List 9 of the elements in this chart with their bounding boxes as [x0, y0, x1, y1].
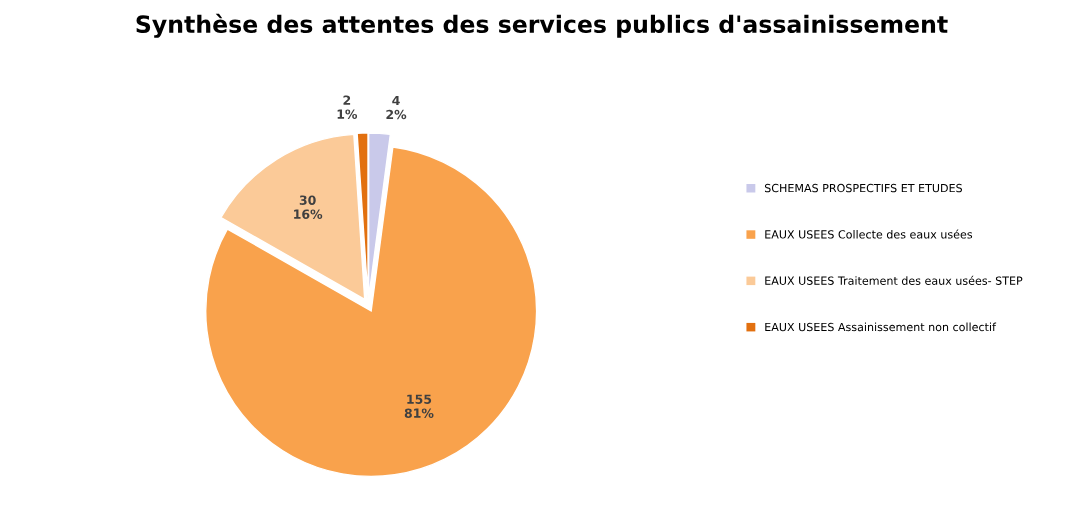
legend-label: EAUX USEES Traitement des eaux usées- STEP — [765, 275, 1023, 285]
legend-label: EAUX USEES Assainissement non collectif — [765, 322, 997, 332]
data-label: 4 2% — [386, 95, 407, 120]
legend-label: SCHEMAS PROSPECTIFS ET ETUDES — [764, 183, 963, 193]
chart-title: Synthèse des attentes des services publics d'assainissement — [136, 13, 948, 38]
data-label: 2 1% — [337, 95, 358, 119]
data-label: 30 16% — [294, 195, 323, 219]
data-label: 155 81% — [404, 394, 434, 418]
legend-label: EAUX USEES Collecte des eaux usées — [765, 229, 973, 239]
